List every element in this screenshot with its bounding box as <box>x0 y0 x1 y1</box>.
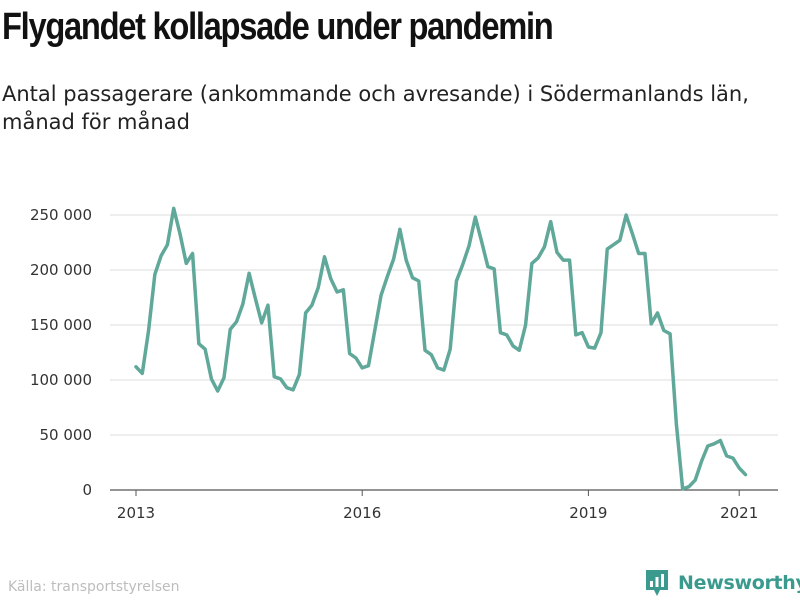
y-tick-label: 50 000 <box>40 426 93 444</box>
y-tick-label: 100 000 <box>30 371 92 389</box>
series-line-passengers <box>134 206 748 491</box>
chart-subtitle: Antal passagerare (ankommande och avresa… <box>2 82 749 134</box>
y-axis: 0 50 000 100 000 150 000 200 000 250 000 <box>30 206 92 499</box>
y-tick-label: 0 <box>82 481 92 499</box>
y-tick-label: 150 000 <box>30 316 92 334</box>
source-note: Källa: transportstyrelsen <box>8 579 180 595</box>
x-tick-label: 2019 <box>569 504 607 522</box>
x-tick-label: 2021 <box>720 504 758 522</box>
brand-name: Newsworthy <box>678 572 800 594</box>
brand-logo: Newsworthy <box>644 568 800 598</box>
x-axis: 2013 2016 2019 2021 <box>117 490 758 522</box>
y-tick-label: 200 000 <box>30 261 92 279</box>
x-tick-label: 2016 <box>343 504 381 522</box>
chart-title: Flygandet kollapsade under pandemin <box>2 6 554 48</box>
y-tick-label: 250 000 <box>30 206 92 224</box>
x-tick-label: 2013 <box>117 504 155 522</box>
bar-chart-logo-icon <box>646 570 668 596</box>
